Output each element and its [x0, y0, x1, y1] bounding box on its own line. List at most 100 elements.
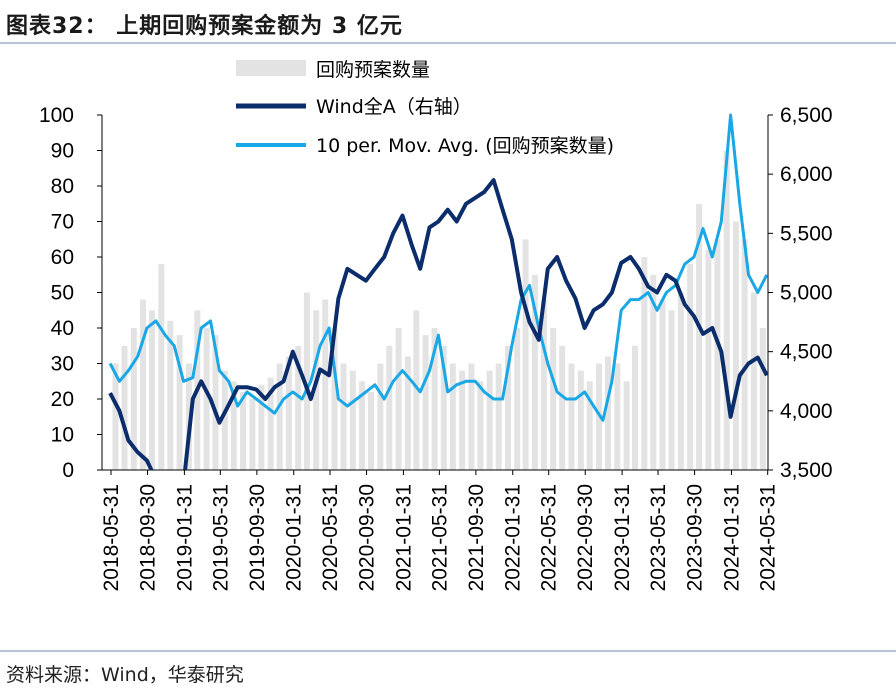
bar-2019-09 — [249, 399, 256, 470]
bar-2021-02 — [404, 356, 411, 470]
legend-swatch-bars — [236, 60, 306, 76]
x-tick-label: 2023-01-31 — [611, 484, 634, 591]
x-tick-label: 2020-09-30 — [356, 484, 379, 591]
bar-2018-11 — [158, 264, 165, 470]
bar-2023-11 — [705, 249, 712, 470]
legend: 回购预案数量 Wind全A（右轴） 10 per. Mov. Avg. (回购预案数… — [236, 59, 614, 157]
y-left-tick-label: 20 — [51, 388, 74, 411]
x-tick-label: 2018-09-30 — [137, 484, 160, 591]
bar-2019-05 — [212, 335, 219, 470]
bar-2022-05 — [540, 299, 547, 470]
bar-2022-07 — [559, 345, 566, 471]
bar-2019-10 — [258, 384, 265, 470]
y-left-tick-label: 30 — [51, 353, 74, 376]
bar-2020-01 — [285, 356, 292, 470]
y-right-tick-label: 4,000 — [780, 400, 833, 423]
x-tick-label: 2024-05-31 — [757, 484, 780, 591]
bar-2020-07 — [340, 363, 347, 470]
x-tick-label: 2024-01-31 — [720, 484, 743, 591]
bar-2024-02 — [732, 221, 739, 470]
bar-2023-03 — [632, 345, 638, 471]
bar-2018-08 — [130, 328, 137, 470]
bar-2020-02 — [295, 345, 302, 471]
line-wind-all-a — [108, 178, 768, 470]
legend-label-avg: 10 per. Mov. Avg. (回购预案数量) — [316, 135, 614, 157]
line-moving-average — [108, 113, 768, 422]
y-right-tick-label: 3,500 — [780, 459, 833, 482]
bar-2019-06 — [221, 370, 228, 470]
bar-2023-05 — [650, 274, 657, 471]
bar-2020-10 — [368, 391, 374, 470]
bar-2022-01 — [505, 345, 511, 471]
x-tick-label: 2018-05-31 — [100, 484, 123, 591]
x-tick-label: 2022-05-31 — [538, 484, 561, 591]
bar-2018-07 — [121, 345, 128, 471]
bar-2019-07 — [230, 381, 237, 471]
bar-2021-03 — [413, 310, 420, 471]
bar-2020-05 — [322, 299, 329, 470]
x-tick-label: 2021-01-31 — [392, 484, 415, 591]
y-left-tick-label: 100 — [39, 104, 74, 127]
axes: 0 10 20 30 40 50 60 70 80 90 100 3,500 4,000 4,500 5,0… — [39, 104, 833, 591]
bar-2021-06 — [440, 345, 447, 471]
bar-series — [112, 150, 766, 471]
y-left-tick-label: 50 — [51, 282, 74, 305]
x-tick-label: 2023-05-31 — [647, 484, 670, 591]
legend-label-bars: 回购预案数量 — [316, 59, 430, 81]
bar-2024-05 — [759, 328, 766, 470]
bar-2020-09 — [359, 381, 365, 471]
bar-2018-09 — [140, 299, 146, 470]
bar-2021-10 — [477, 381, 484, 471]
bar-2023-04 — [641, 257, 648, 470]
y-left-tick-label: 0 — [62, 459, 74, 482]
y-right-tick-label: 5,500 — [780, 222, 833, 245]
bar-2020-04 — [313, 310, 320, 471]
bar-2021-11 — [486, 370, 493, 470]
x-tick-label: 2020-05-31 — [319, 484, 342, 591]
x-tick-label: 2021-05-31 — [428, 484, 451, 591]
bar-2020-11 — [377, 363, 384, 470]
bar-2018-10 — [149, 310, 155, 471]
bar-2019-08 — [240, 391, 247, 470]
bar-2019-04 — [203, 328, 210, 470]
x-tick-label: 2019-05-31 — [209, 484, 232, 591]
bar-2018-12 — [167, 320, 174, 470]
bar-2023-09 — [687, 264, 694, 470]
bar-2021-05 — [431, 328, 438, 470]
bar-2020-08 — [349, 370, 356, 470]
y-right-tick-label: 4,500 — [780, 341, 833, 364]
y-left-tick-label: 80 — [51, 175, 74, 198]
legend-label-wind: Wind全A（右轴） — [316, 96, 472, 118]
y-left-tick-label: 70 — [51, 211, 74, 234]
page-title: 图表32： 上期回购预案金额为 3 亿元 — [6, 14, 403, 39]
x-tick-label: 2023-09-30 — [684, 484, 707, 591]
bar-2024-03 — [741, 239, 748, 471]
bar-2022-03 — [522, 239, 529, 471]
bar-2023-01 — [614, 363, 621, 470]
bar-2023-12 — [714, 239, 721, 471]
x-tick-label: 2021-09-30 — [465, 484, 488, 591]
bar-2021-09 — [468, 363, 475, 470]
bar-2022-09 — [577, 370, 584, 470]
y-left-tick-label: 40 — [51, 317, 74, 340]
y-left-tick-label: 10 — [51, 424, 74, 447]
y-right-tick-label: 6,000 — [780, 163, 833, 186]
x-tick-label: 2022-09-30 — [574, 484, 597, 591]
bar-2021-07 — [449, 363, 456, 470]
bar-2022-10 — [586, 381, 593, 471]
y-left-tick-label: 60 — [51, 246, 74, 269]
y-right-tick-label: 6,500 — [780, 104, 833, 127]
bar-2021-08 — [459, 370, 466, 470]
source-divider — [0, 650, 896, 652]
bar-2021-04 — [422, 335, 429, 470]
x-tick-label: 2022-01-31 — [502, 484, 525, 591]
bar-2023-06 — [659, 299, 666, 470]
bar-2024-01 — [723, 150, 730, 470]
bar-2020-12 — [386, 345, 393, 471]
bar-2019-11 — [267, 377, 274, 470]
bar-2024-04 — [750, 292, 757, 470]
y-right-tick-label: 5,000 — [780, 282, 833, 305]
bar-2022-02 — [514, 328, 521, 470]
bar-2020-06 — [331, 328, 338, 470]
bar-2022-12 — [605, 356, 611, 470]
